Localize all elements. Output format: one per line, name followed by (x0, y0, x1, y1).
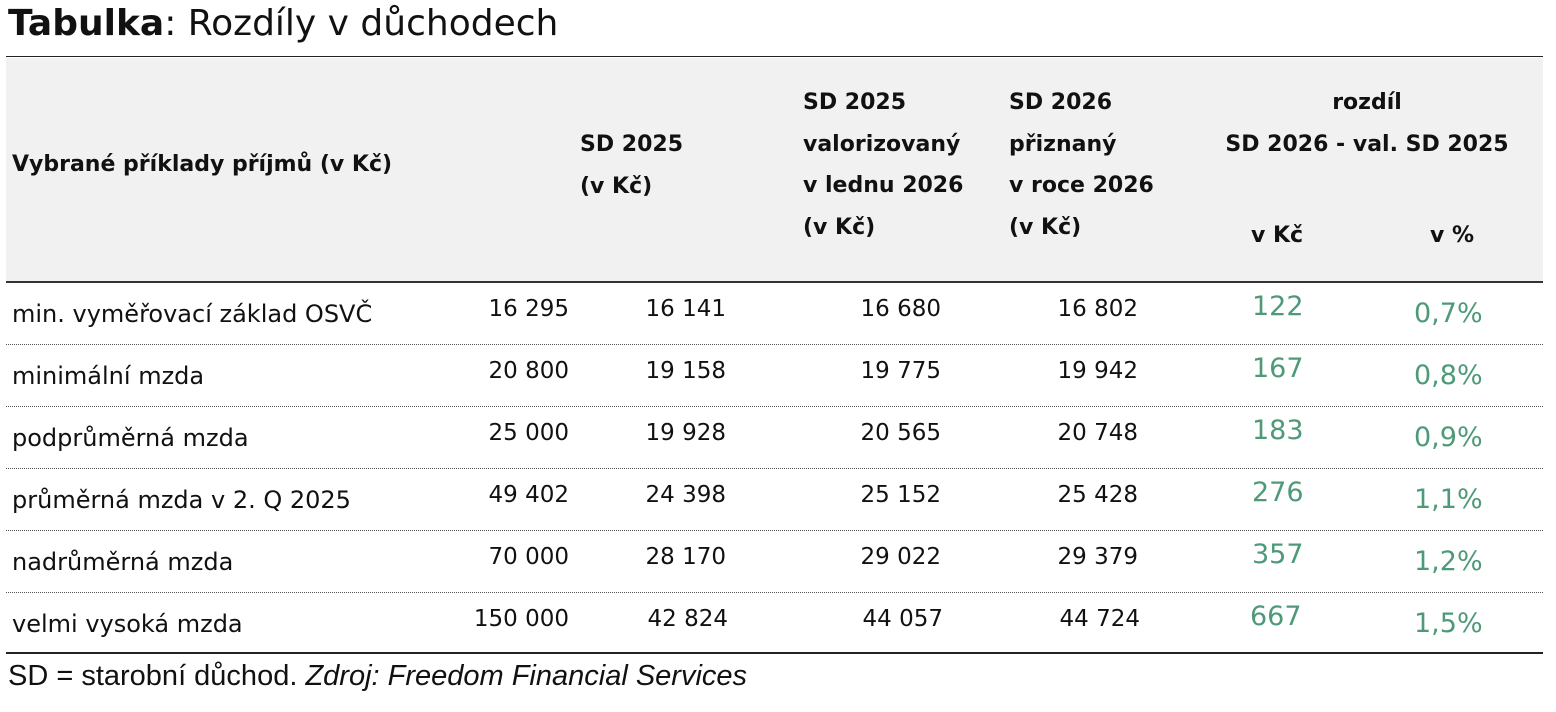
table-header (6, 58, 1543, 281)
page-title: Tabulka: Rozdíly v důchodech (8, 2, 558, 46)
row-divider (6, 468, 1543, 469)
header-diff-pct: v % (1430, 223, 1475, 248)
header-sd2025-valorized: SD 2025 valorizovaný v lednu 2026 (v Kč) (803, 82, 963, 248)
header-line: valorizovaný (803, 131, 961, 157)
row-divider (6, 344, 1543, 345)
header-line: (v Kč) (580, 173, 653, 199)
row-divider (6, 530, 1543, 531)
footer-source: Zdroj: Freedom Financial Services (305, 660, 748, 692)
cell-diff-pct: 1,2% (1414, 546, 1483, 577)
cell-sd2025-valorized: 19 775 (860, 358, 941, 384)
cell-sd2025-valorized: 29 022 (860, 544, 941, 570)
header-sd2025: SD 2025 (v Kč) (580, 124, 683, 207)
footer-abbreviation: SD = starobní důchod. (8, 660, 306, 692)
cell-sd2025: 28 170 (645, 544, 726, 570)
row-label: min. vyměřovací základ OSVČ (12, 300, 373, 328)
header-line: rozdíl (1332, 90, 1402, 115)
cell-income: 150 000 (473, 606, 569, 632)
header-line: přiznaný (1009, 131, 1117, 157)
cell-diff-czk: 276 (1252, 477, 1304, 508)
row-label: nadrůměrná mzda (12, 548, 234, 576)
row-label: podprůměrná mzda (12, 424, 249, 452)
row-label: průměrná mzda v 2. Q 2025 (12, 486, 351, 514)
header-line: v roce 2026 (1009, 173, 1154, 198)
cell-diff-czk: 167 (1252, 353, 1304, 384)
header-line: v lednu 2026 (803, 173, 964, 198)
header-diff-czk: v Kč (1251, 223, 1304, 248)
row-divider (6, 406, 1543, 407)
cell-sd2025: 24 398 (645, 482, 726, 508)
cell-income: 20 800 (488, 358, 569, 384)
header-line: SD 2026 (1009, 90, 1112, 115)
header-rule (6, 281, 1543, 283)
cell-sd2025: 19 158 (645, 358, 726, 384)
cell-sd2025-valorized: 25 152 (860, 482, 941, 508)
cell-sd2025-valorized: 16 680 (860, 296, 941, 322)
cell-sd2025-valorized: 44 057 (862, 606, 943, 632)
cell-sd2025-valorized: 20 565 (860, 420, 941, 446)
cell-income: 70 000 (488, 544, 569, 570)
cell-sd2026: 44 724 (1059, 606, 1140, 632)
header-sd2026-granted: SD 2026 přiznaný v roce 2026 (v Kč) (1009, 82, 1154, 248)
table-bottom-rule (6, 652, 1543, 654)
cell-diff-czk: 667 (1250, 601, 1302, 632)
cell-sd2026: 20 748 (1057, 420, 1138, 446)
cell-diff-czk: 122 (1252, 291, 1304, 322)
header-line: SD 2025 (580, 132, 683, 157)
cell-sd2026: 25 428 (1057, 482, 1138, 508)
row-divider (6, 592, 1543, 593)
header-line: SD 2025 (803, 90, 906, 115)
cell-income: 16 295 (488, 296, 569, 322)
cell-sd2026: 16 802 (1057, 296, 1138, 322)
cell-diff-pct: 1,1% (1414, 484, 1483, 515)
cell-income: 49 402 (488, 482, 569, 508)
title-rest: : Rozdíly v důchodech (164, 3, 559, 44)
cell-diff-pct: 0,8% (1414, 360, 1483, 391)
cell-sd2026: 29 379 (1057, 544, 1138, 570)
cell-diff-pct: 0,7% (1414, 298, 1483, 329)
header-line: (v Kč) (803, 214, 876, 240)
header-line: (v Kč) (1009, 214, 1082, 240)
cell-diff-czk: 357 (1252, 539, 1304, 570)
header-difference-group: rozdíl SD 2026 - val. SD 2025 (1200, 82, 1534, 165)
cell-diff-pct: 0,9% (1414, 422, 1483, 453)
row-label: velmi vysoká mzda (12, 610, 243, 638)
footer-note: SD = starobní důchod. Zdroj: Freedom Fin… (8, 660, 747, 693)
header-line: SD 2026 - val. SD 2025 (1225, 131, 1509, 157)
table-top-rule (6, 56, 1543, 57)
cell-diff-czk: 183 (1252, 415, 1304, 446)
cell-sd2025: 42 824 (647, 606, 728, 632)
cell-sd2025: 19 928 (645, 420, 726, 446)
title-bold: Tabulka (8, 3, 165, 44)
cell-income: 25 000 (488, 420, 569, 446)
cell-sd2025: 16 141 (645, 296, 726, 322)
header-income-examples: Vybrané příklady příjmů (v Kč) (12, 152, 393, 177)
cell-sd2026: 19 942 (1057, 358, 1138, 384)
cell-diff-pct: 1,5% (1414, 608, 1483, 639)
row-label: minimální mzda (12, 362, 205, 390)
